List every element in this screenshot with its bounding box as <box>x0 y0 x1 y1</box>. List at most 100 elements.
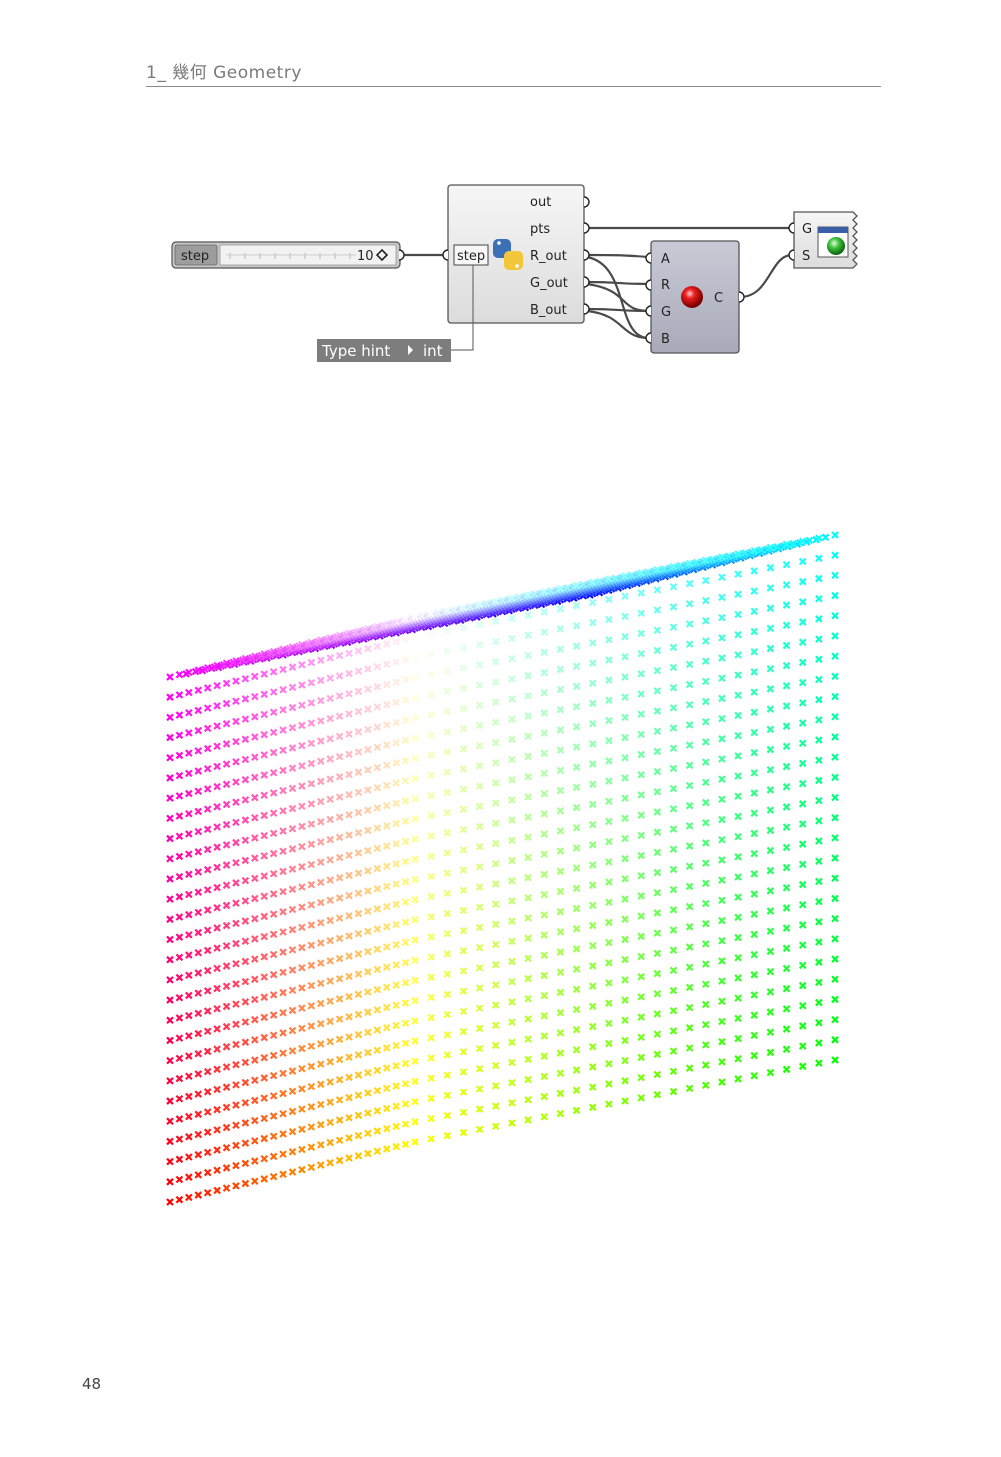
colour-point <box>491 779 500 787</box>
colour-point <box>411 673 419 682</box>
colour-point <box>307 1143 316 1151</box>
colour-point <box>241 977 250 986</box>
colour-point <box>734 590 742 599</box>
colour-point <box>288 986 297 995</box>
colour-point <box>307 901 316 909</box>
colour-point <box>392 1062 400 1070</box>
colour-point <box>427 650 435 659</box>
colour-point <box>401 1120 410 1128</box>
python-component[interactable]: step out pts R_out G_out B_out <box>442 184 590 324</box>
colour-point <box>203 1188 212 1197</box>
colour-point <box>798 1022 807 1030</box>
colour-point <box>175 852 184 861</box>
colour-point <box>595 577 604 586</box>
colour-point <box>459 825 468 834</box>
colour-point <box>185 729 193 737</box>
colour-point <box>508 654 516 663</box>
colour-point <box>298 923 306 932</box>
colour-point <box>241 735 250 744</box>
colour-point <box>540 971 549 980</box>
colour-point <box>326 977 334 985</box>
colour-point <box>637 932 645 941</box>
slider-grip-icon[interactable] <box>375 248 389 262</box>
colour-point <box>831 935 839 943</box>
slider-label: step <box>181 249 209 264</box>
colour-point <box>288 1107 297 1116</box>
colour-point <box>401 1059 410 1068</box>
colour-point <box>766 1068 775 1077</box>
colour-point <box>269 708 278 716</box>
colour-point <box>175 913 184 921</box>
colour-point <box>382 862 391 871</box>
colour-point <box>588 699 597 708</box>
colour-point <box>508 634 516 643</box>
colour-point <box>194 1171 203 1179</box>
colour-point <box>392 718 400 727</box>
colour-point <box>653 586 662 594</box>
colour-point <box>279 1029 287 1037</box>
colour-point <box>524 954 532 963</box>
colour-point <box>798 941 807 949</box>
colour-point <box>741 549 749 557</box>
colour-point <box>251 1116 259 1125</box>
colour-point <box>298 1044 306 1053</box>
colour-point <box>669 1067 678 1076</box>
colour-point <box>279 726 287 734</box>
colour-point <box>459 1047 468 1056</box>
colour-point <box>222 820 231 829</box>
colour-point <box>288 925 297 934</box>
custom-preview-component[interactable]: G S <box>788 211 858 269</box>
colour-point <box>676 561 684 570</box>
colour-point <box>288 1067 297 1075</box>
colour-point <box>669 603 678 611</box>
colour-point <box>621 713 629 722</box>
number-slider[interactable]: step 10 <box>171 241 405 269</box>
colour-point <box>750 748 759 757</box>
colour-point <box>540 688 549 697</box>
colour-point <box>232 1141 240 1150</box>
colour-point <box>556 766 565 775</box>
colour-point <box>757 546 765 554</box>
colour-rgb-component[interactable]: A R G B C <box>645 240 745 354</box>
colour-point <box>475 1004 484 1013</box>
colour-point <box>316 959 325 967</box>
colour-point <box>605 999 613 1007</box>
colour-point <box>524 994 532 1003</box>
colour-point <box>621 1056 629 1065</box>
colour-point <box>335 873 344 882</box>
colour-point <box>411 815 419 823</box>
colour-point <box>175 1175 184 1184</box>
colour-point <box>556 887 565 896</box>
colour-point <box>288 1047 297 1055</box>
colour-point <box>232 1161 240 1170</box>
colour-point <box>232 1101 240 1109</box>
colour-point <box>669 1027 678 1035</box>
colour-point <box>692 558 701 567</box>
colour-point <box>459 947 468 955</box>
colour-point <box>605 837 613 846</box>
colour-point <box>637 649 645 658</box>
colour-point <box>611 574 620 583</box>
colour-point <box>685 721 694 729</box>
colour-point <box>556 1069 565 1078</box>
colour-point <box>766 644 775 653</box>
colour-point <box>831 813 839 822</box>
step-input-param[interactable] <box>453 244 489 266</box>
colour-point <box>685 680 694 689</box>
colour-point <box>411 613 419 621</box>
colour-point <box>382 822 391 830</box>
colour-point <box>831 753 839 761</box>
colour-point <box>605 878 613 886</box>
colour-point <box>443 667 452 676</box>
colour-point <box>540 830 549 838</box>
colour-point <box>524 934 532 942</box>
colour-point <box>766 543 775 552</box>
colour-point <box>288 1148 297 1156</box>
colour-point <box>373 743 382 752</box>
colour-point <box>401 716 410 725</box>
colour-point <box>459 846 468 854</box>
colour-point <box>185 749 193 757</box>
colour-point <box>335 692 344 700</box>
colour-point <box>508 755 516 764</box>
colour-point <box>443 808 452 817</box>
